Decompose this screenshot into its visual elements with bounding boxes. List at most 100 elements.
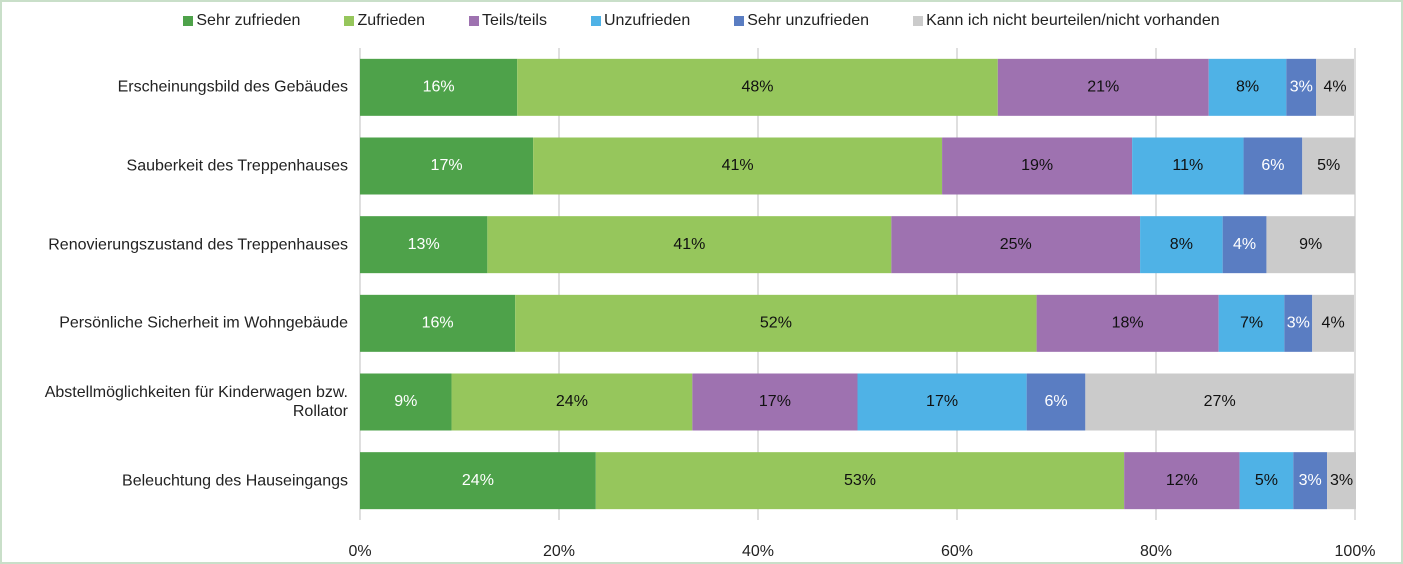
bar-segment bbox=[1208, 58, 1287, 116]
bar-segment bbox=[360, 294, 516, 352]
legend-swatch bbox=[183, 16, 194, 26]
x-tick-label: 0% bbox=[348, 543, 371, 560]
legend-label: Sehr zufrieden bbox=[196, 12, 301, 29]
bar-segment bbox=[1293, 452, 1328, 510]
legend-item: Unzufrieden bbox=[590, 12, 691, 30]
legend-item: Sehr unzufrieden bbox=[734, 12, 869, 30]
bar-segment bbox=[451, 373, 693, 431]
x-tick-label: 20% bbox=[543, 543, 575, 560]
bar-segment bbox=[1026, 373, 1086, 431]
data-label: 27% bbox=[1204, 393, 1236, 410]
legend-swatch bbox=[469, 16, 480, 26]
data-label: 21% bbox=[1087, 79, 1119, 96]
bar-segment bbox=[1140, 216, 1223, 274]
y-tick-label: Renovierungszustand des Treppenhauses bbox=[48, 236, 348, 254]
legend-swatch bbox=[590, 16, 601, 26]
data-label: 17% bbox=[926, 393, 958, 410]
data-label: 17% bbox=[431, 157, 463, 174]
legend-item: Teils/teils bbox=[469, 12, 547, 30]
legend-item: Kann ich nicht beurteilen/nicht vorhande… bbox=[913, 12, 1220, 30]
bar-segment bbox=[517, 58, 998, 116]
bar-segment bbox=[1284, 294, 1313, 352]
bar-segment bbox=[1286, 58, 1317, 116]
y-tick-label: Sauberkeit des Treppenhauses bbox=[126, 157, 348, 175]
bar-segment bbox=[1132, 137, 1244, 195]
bar-segment bbox=[360, 137, 534, 195]
bar-segment bbox=[857, 373, 1027, 431]
legend-swatch bbox=[913, 16, 924, 26]
data-label: 12% bbox=[1166, 472, 1198, 489]
bar-segment bbox=[360, 216, 488, 274]
bar-segment bbox=[1302, 137, 1355, 195]
data-label: 4% bbox=[1324, 79, 1347, 96]
bar-segment bbox=[360, 373, 452, 431]
data-label: 17% bbox=[759, 393, 791, 410]
bar-segment bbox=[360, 58, 518, 116]
data-label: 16% bbox=[423, 79, 455, 96]
y-tick-label: Abstellmöglichkeiten für Kinderwagen bzw… bbox=[44, 384, 348, 420]
bar-segment bbox=[1085, 373, 1355, 431]
y-tick-label: Erscheinungsbild des Gebäudes bbox=[117, 78, 348, 96]
bar-segment bbox=[1218, 294, 1285, 352]
bar-segment bbox=[1266, 216, 1355, 274]
bar-segment bbox=[1243, 137, 1303, 195]
legend-label: Sehr unzufrieden bbox=[747, 12, 870, 29]
data-label: 5% bbox=[1317, 157, 1340, 174]
data-label: 3% bbox=[1299, 472, 1322, 489]
data-label: 25% bbox=[1000, 236, 1032, 253]
data-label: 9% bbox=[394, 393, 417, 410]
bar-segment bbox=[692, 373, 858, 431]
x-tick-label: 40% bbox=[742, 543, 774, 560]
bar-segment bbox=[487, 216, 892, 274]
bar-segment bbox=[1036, 294, 1219, 352]
data-label: 3% bbox=[1290, 79, 1313, 96]
data-label: 9% bbox=[1299, 236, 1322, 253]
bar-segment bbox=[891, 216, 1141, 274]
bar-segment bbox=[515, 294, 1037, 352]
bar-segment bbox=[533, 137, 943, 195]
data-label: 48% bbox=[741, 79, 773, 96]
bar-segment bbox=[1124, 452, 1240, 510]
bar-segment bbox=[997, 58, 1209, 116]
data-label: 4% bbox=[1233, 236, 1256, 253]
bar-segment bbox=[942, 137, 1133, 195]
x-tick-label: 60% bbox=[941, 543, 973, 560]
bar-segment bbox=[1316, 58, 1355, 116]
data-label: 3% bbox=[1330, 472, 1353, 489]
data-label: 8% bbox=[1170, 236, 1193, 253]
bar-segment bbox=[360, 452, 596, 510]
bar-segment bbox=[1222, 216, 1267, 274]
x-tick-label: 100% bbox=[1335, 543, 1376, 560]
bar-segment bbox=[595, 452, 1125, 510]
data-label: 41% bbox=[722, 157, 754, 174]
y-tick-label: Persönliche Sicherheit im Wohngebäude bbox=[59, 314, 348, 332]
data-label: 53% bbox=[844, 472, 876, 489]
data-label: 8% bbox=[1236, 79, 1259, 96]
legend-item: Zufrieden bbox=[344, 12, 425, 30]
data-label: 5% bbox=[1255, 472, 1278, 489]
data-label: 18% bbox=[1112, 315, 1144, 332]
legend-label: Unzufrieden bbox=[603, 12, 691, 29]
data-label: 13% bbox=[408, 236, 440, 253]
data-label: 4% bbox=[1322, 315, 1345, 332]
legend: Sehr zufrieden Zufrieden Teils/teils Unzufr… bbox=[0, 12, 1403, 30]
data-label: 41% bbox=[673, 236, 705, 253]
legend-label: Kann ich nicht beurteilen/nicht vorhande… bbox=[926, 12, 1220, 29]
data-label: 7% bbox=[1240, 315, 1263, 332]
bar-segment bbox=[1327, 452, 1356, 510]
legend-swatch bbox=[734, 16, 745, 26]
data-label: 16% bbox=[422, 315, 454, 332]
data-label: 3% bbox=[1287, 315, 1310, 332]
data-label: 24% bbox=[462, 472, 494, 489]
x-tick-label: 80% bbox=[1140, 543, 1172, 560]
legend-label: Zufrieden bbox=[357, 12, 426, 29]
data-label: 19% bbox=[1021, 157, 1053, 174]
legend-swatch bbox=[344, 16, 355, 26]
data-label: 24% bbox=[556, 393, 588, 410]
data-label: 6% bbox=[1261, 157, 1284, 174]
legend-label: Teils/teils bbox=[482, 12, 547, 29]
data-label: 11% bbox=[1172, 157, 1203, 174]
bar-segment bbox=[1312, 294, 1355, 352]
data-label: 6% bbox=[1044, 393, 1067, 410]
